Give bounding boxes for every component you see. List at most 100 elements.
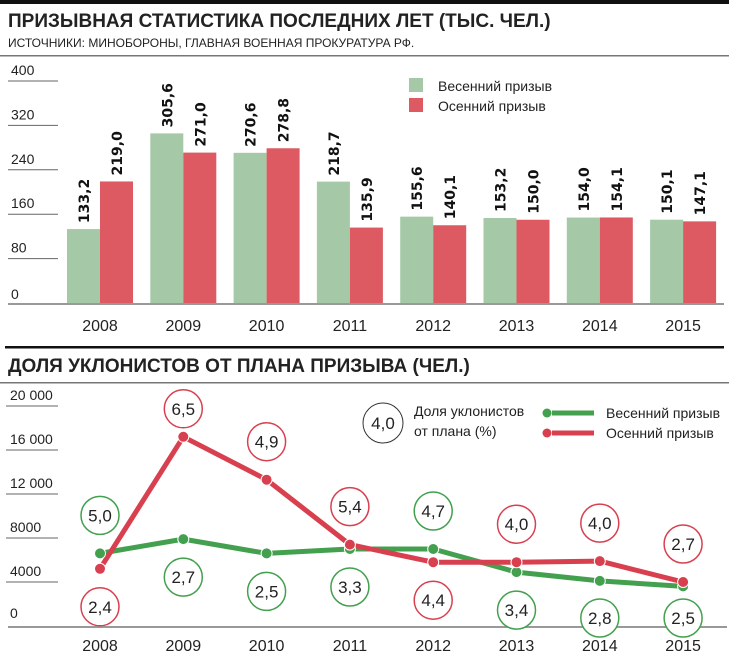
autumn-line bbox=[97, 434, 684, 585]
percent-badge bbox=[663, 598, 703, 638]
spring-bar bbox=[150, 133, 184, 303]
spring-point bbox=[510, 566, 523, 579]
y-tick-label: 20 000 bbox=[10, 387, 53, 403]
autumn-bar bbox=[516, 219, 550, 303]
percent-badge bbox=[330, 567, 370, 607]
x-tick-label: 2013 bbox=[499, 638, 535, 655]
percent-label: 2,5 bbox=[671, 609, 695, 628]
bar-chart-title: ПРИЗЫВНАЯ СТАТИСТИКА ПОСЛЕДНИХ ЛЕТ (ТЫС.… bbox=[8, 11, 551, 32]
percent-label: 4,9 bbox=[255, 433, 279, 452]
x-tick-label: 2013 bbox=[499, 318, 535, 335]
percent-label: 2,7 bbox=[671, 535, 695, 554]
autumn-bar bbox=[183, 152, 217, 303]
autumn-point bbox=[260, 473, 273, 486]
percent-badge bbox=[580, 503, 620, 543]
bar-value-label: 278,8 bbox=[277, 98, 293, 142]
y-tick-label: 160 bbox=[11, 195, 35, 211]
spring-point bbox=[260, 547, 273, 560]
bar-value-label: 271,0 bbox=[193, 102, 209, 147]
legend-badge bbox=[362, 402, 404, 444]
legend-marker bbox=[542, 408, 552, 418]
bar-value-label: 147,1 bbox=[693, 171, 709, 215]
percent-label: 4,0 bbox=[505, 515, 529, 534]
autumn-point bbox=[343, 538, 356, 551]
divider bbox=[5, 346, 724, 349]
legend-label: Осенний призыв bbox=[606, 425, 714, 441]
y-tick-label: 8000 bbox=[10, 519, 41, 535]
percent-label: 2,4 bbox=[88, 598, 112, 617]
spring-bar bbox=[566, 217, 600, 303]
autumn-bar bbox=[433, 225, 467, 303]
percent-badge bbox=[663, 524, 703, 564]
x-tick-label: 2011 bbox=[333, 318, 368, 335]
percent-label: 6,5 bbox=[171, 400, 195, 419]
percent-label: 5,4 bbox=[338, 498, 362, 517]
spring-point bbox=[593, 574, 606, 587]
spring-bar bbox=[483, 217, 517, 303]
autumn-point bbox=[510, 556, 523, 569]
bar-value-label: 218,7 bbox=[327, 131, 343, 175]
spring-bar bbox=[67, 229, 100, 303]
legend-label: Осенний призыв bbox=[438, 98, 546, 114]
percent-badge bbox=[580, 598, 620, 638]
y-tick-label: 400 bbox=[11, 62, 35, 78]
percent-label: 4,7 bbox=[421, 502, 445, 521]
autumn-point bbox=[94, 562, 106, 575]
spring-line bbox=[99, 536, 684, 589]
y-tick-label: 0 bbox=[11, 286, 19, 302]
y-tick-label: 16 000 bbox=[10, 431, 53, 447]
autumn-point bbox=[427, 556, 440, 569]
bar-value-label: 133,2 bbox=[77, 179, 93, 223]
divider bbox=[0, 55, 729, 57]
autumn-point bbox=[177, 430, 190, 443]
legend-swatch bbox=[409, 98, 423, 112]
y-tick-label: 320 bbox=[11, 106, 35, 122]
bar-chart-subtitle: ИСТОЧНИКИ: МИНОБОРОНЫ, ГЛАВНАЯ ВОЕННАЯ П… bbox=[8, 36, 414, 50]
percent-badge bbox=[163, 389, 204, 429]
percent-label: 3,4 bbox=[505, 601, 529, 620]
percent-label: 4,4 bbox=[421, 591, 445, 610]
y-tick-label: 4000 bbox=[10, 563, 41, 579]
percent-badge bbox=[163, 557, 204, 597]
x-tick-label: 2011 bbox=[333, 638, 368, 655]
x-tick-label: 2010 bbox=[249, 638, 285, 655]
bar-value-label: 154,0 bbox=[577, 167, 593, 212]
bar-value-label: 140,1 bbox=[443, 175, 459, 219]
percent-label: 2,8 bbox=[588, 609, 612, 628]
percent-label: 2,7 bbox=[171, 568, 195, 587]
percent-badge bbox=[413, 580, 453, 620]
top-rule bbox=[0, 0, 729, 4]
line-chart: 0 4000 8000 12 000 16 000 20 000 2008 2009 2010 2… bbox=[6, 387, 727, 655]
legend-label: Весенний призыв bbox=[438, 78, 552, 94]
percent-badge bbox=[496, 590, 537, 630]
legend-note: от плана (%) bbox=[414, 423, 497, 439]
bar-value-label: 153,2 bbox=[494, 168, 510, 212]
line-chart-title: ДОЛЯ УКЛОНИСТОВ ОТ ПЛАНА ПРИЗЫВА (ЧЕЛ.) bbox=[8, 356, 470, 377]
x-tick-label: 2014 bbox=[582, 318, 618, 335]
y-tick-label: 12 000 bbox=[10, 475, 53, 491]
percent-label: 3,3 bbox=[338, 578, 362, 597]
y-tick-label: 0 bbox=[10, 605, 18, 621]
autumn-point bbox=[677, 576, 690, 588]
autumn-bar bbox=[349, 227, 383, 303]
spring-bar bbox=[316, 181, 350, 303]
percent-badge bbox=[496, 504, 537, 544]
legend-label: Весенний призыв bbox=[606, 405, 720, 421]
bar-chart: 0 80 160 240 320 400 133,2 219,0 2008 305,6 271,0 2… bbox=[8, 62, 724, 335]
bar-value-label: 270,6 bbox=[244, 103, 260, 147]
percent-badge bbox=[246, 421, 287, 462]
bar-value-label: 135,9 bbox=[360, 177, 376, 221]
bar-value-label: 150,0 bbox=[527, 169, 543, 214]
percent-badge bbox=[330, 486, 370, 527]
y-tick-label: 240 bbox=[11, 151, 35, 167]
bar-value-label: 155,6 bbox=[410, 166, 426, 210]
percent-badge bbox=[80, 587, 120, 627]
spring-bar bbox=[233, 152, 267, 303]
bar-value-label: 154,1 bbox=[610, 167, 626, 211]
percent-badge bbox=[246, 571, 287, 612]
x-tick-label: 2015 bbox=[665, 318, 701, 335]
autumn-bar bbox=[266, 148, 300, 303]
legend-badge-label: 4,0 bbox=[371, 414, 395, 433]
y-tick-label: 80 bbox=[11, 240, 27, 256]
